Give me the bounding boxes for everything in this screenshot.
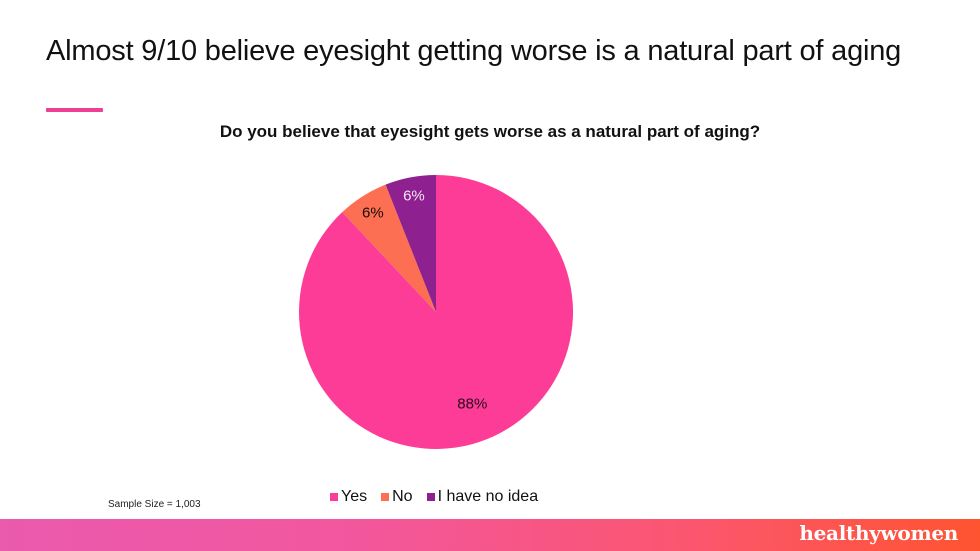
footer-brand-bar: healthywomen	[0, 519, 980, 551]
pie-chart: 88% 6% 6%	[296, 172, 576, 452]
legend-swatch-no-idea	[426, 493, 435, 501]
pie-label-no: 6%	[362, 204, 384, 222]
title-underline-accent	[46, 108, 103, 112]
legend-swatch-no	[381, 493, 390, 501]
legend-swatch-yes	[330, 493, 338, 501]
legend-label-yes: Yes	[341, 488, 368, 505]
pie-label-no-idea: 6%	[403, 187, 425, 205]
sample-size-note: Sample Size = 1,003	[108, 499, 201, 510]
chart-title: Do you believe that eyesight gets worse …	[219, 122, 761, 141]
brand-logo: healthywomen	[799, 521, 958, 545]
legend-item-no-idea: I have no idea	[426, 488, 539, 506]
legend-label-no-idea: I have no idea	[437, 488, 539, 505]
legend-item-no: No	[381, 488, 413, 506]
slide-title: Almost 9/10 believe eyesight getting wor…	[46, 35, 902, 67]
legend-label-no: No	[392, 488, 413, 505]
pie-slice-no-idea	[385, 175, 436, 312]
chart-legend: Yes No I have no idea	[330, 488, 538, 506]
pie-slice-no	[342, 184, 436, 312]
pie-label-yes: 88%	[457, 395, 488, 413]
legend-item-yes: Yes	[330, 488, 367, 506]
pie-svg	[299, 175, 573, 449]
